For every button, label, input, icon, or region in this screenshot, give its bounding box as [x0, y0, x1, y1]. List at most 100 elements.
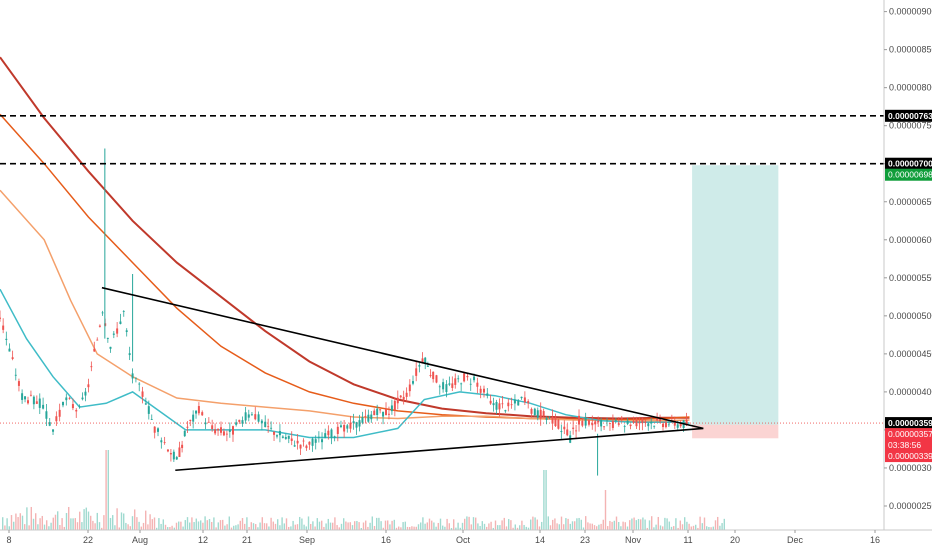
candle-body: [367, 414, 370, 422]
candle-body: [299, 444, 302, 449]
candle-body: [267, 426, 270, 428]
volume-bar: [596, 526, 598, 530]
volume-bar: [668, 521, 670, 530]
candle-body: [466, 376, 469, 378]
volume-bar: [96, 512, 98, 530]
volume-bar: [563, 524, 565, 530]
volume-bar: [277, 519, 279, 530]
volume-bar: [57, 511, 59, 530]
volume-bar: [92, 520, 94, 530]
volume-bar: [59, 525, 61, 530]
candle-body: [250, 414, 253, 416]
x-tick-label: Oct: [456, 535, 471, 545]
candle-body: [257, 414, 260, 422]
candle-body: [333, 436, 336, 438]
volume-bar: [666, 518, 668, 530]
candle-body: [42, 404, 45, 409]
candle-body: [495, 402, 498, 410]
volume-bar: [635, 520, 637, 530]
volume-bar: [305, 526, 307, 530]
candle-body: [2, 325, 5, 330]
candle-body: [445, 384, 448, 392]
candle-body: [644, 421, 647, 423]
candle-body: [141, 391, 144, 397]
candle-body: [536, 410, 539, 418]
horizontal-levels[interactable]: [0, 115, 884, 165]
candle-body: [373, 410, 376, 416]
volume-bar: [607, 526, 609, 530]
volume-bar: [510, 520, 512, 530]
x-tick-label: 16: [381, 535, 391, 545]
volume-bar: [292, 520, 294, 530]
volume-bar: [171, 525, 173, 530]
volume-bar: [142, 522, 145, 530]
candle-body: [673, 420, 676, 426]
volume-bar: [290, 526, 292, 530]
volume-bar: [721, 523, 723, 530]
volume-bar: [109, 517, 112, 530]
candle-body: [290, 438, 293, 441]
volume-bar: [358, 522, 360, 530]
volume-bar: [420, 522, 422, 530]
volume-bar: [184, 520, 186, 530]
candle-body: [186, 426, 189, 428]
volume-bar: [376, 517, 378, 530]
volume-bar: [167, 527, 169, 530]
candle-body: [48, 422, 51, 426]
volume-bar: [156, 527, 158, 530]
volume-bar: [8, 526, 10, 530]
candle-body: [650, 421, 653, 424]
candle-body: [321, 439, 324, 443]
candle-body: [235, 422, 238, 425]
candle-body: [150, 419, 153, 420]
candle-body: [317, 436, 320, 438]
candle-body: [109, 346, 112, 349]
long-position-tool[interactable]: [0, 165, 884, 439]
price-tag: [885, 157, 932, 170]
price-tag: [885, 109, 932, 122]
candle-body: [52, 429, 55, 432]
candle-body: [510, 404, 513, 406]
volume-bar: [239, 520, 241, 530]
volume-bar: [527, 527, 530, 530]
candle-body: [617, 423, 620, 425]
volume-bar: [382, 527, 384, 530]
volume-bar: [279, 525, 281, 530]
candle-body: [81, 397, 84, 400]
volume-bar: [367, 526, 369, 530]
candle-body: [638, 422, 641, 424]
volume-bar: [318, 521, 321, 530]
volume-bar: [400, 527, 402, 530]
candle-body: [479, 388, 482, 393]
volume-bar: [180, 521, 182, 530]
volume-bar: [285, 518, 288, 530]
candle-body: [442, 382, 445, 390]
time-axis[interactable]: 8 22 Aug 12 21 Sep 16 Oct 14 23 Nov 11 20 Dec 16: [0, 529, 932, 545]
candle-body: [539, 409, 542, 419]
volume-bar: [587, 522, 589, 530]
volume-bar: [547, 516, 549, 530]
volume-bar: [288, 526, 290, 530]
candle-body: [435, 375, 438, 383]
candle-body: [330, 429, 333, 438]
volume-bar: [582, 527, 585, 530]
volume-bar: [6, 518, 8, 530]
candle-body: [557, 419, 560, 429]
candle-body: [131, 373, 134, 379]
volume-bar: [101, 527, 103, 530]
candle-body: [336, 426, 339, 434]
volume-bar: [538, 526, 541, 530]
y-tick-label: 0.00000500: [889, 311, 932, 321]
volume-bar: [316, 518, 318, 530]
triangle-pattern[interactable]: [101, 286, 704, 472]
volume-bar: [149, 514, 151, 530]
candle-body: [207, 421, 210, 423]
candle-body: [35, 401, 38, 404]
stop-zone: [692, 424, 779, 439]
volume-bar: [620, 526, 622, 530]
candle-body: [448, 383, 451, 385]
volume-bar: [72, 518, 74, 530]
volume-bar: [475, 517, 477, 530]
